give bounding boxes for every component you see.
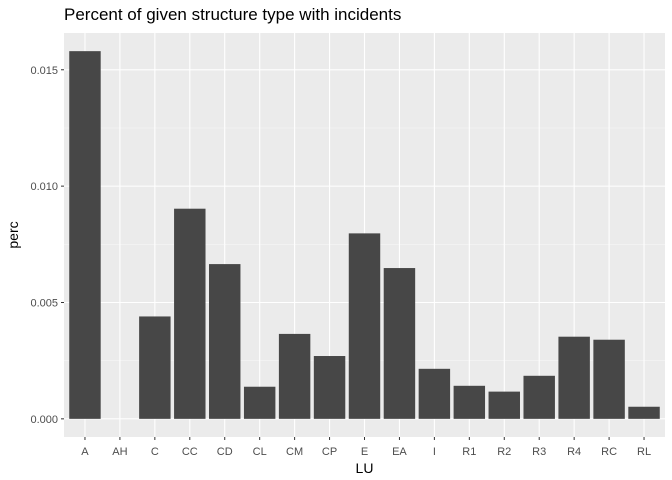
bar-r4 [558,336,590,419]
bar-ea [383,268,416,419]
x-tick-label: R4 [567,446,581,458]
x-tick-label: CM [286,446,303,458]
y-tick-label: 0.015 [30,65,58,77]
x-tick-label: R2 [497,446,511,458]
bar-rl [628,406,660,419]
y-axis-title: perc [5,221,21,248]
bar-e [348,233,381,419]
x-tick-label: CC [182,446,198,458]
x-tick-label: CP [322,446,337,458]
chart-title: Percent of given structure type with inc… [64,5,402,24]
x-tick-label: EA [392,446,407,458]
x-tick-label: CL [253,446,267,458]
bar-cc [174,208,206,419]
x-tick-label: A [81,446,89,458]
x-tick-label: AH [112,446,127,458]
bar-r3 [523,375,555,419]
bar-cd [209,264,241,419]
x-tick-label: R1 [462,446,476,458]
bar-c [139,316,171,419]
bars [69,51,660,419]
y-axis-ticks: 0.000 0.005 0.010 0.015 [30,65,64,426]
bar-cm [278,333,311,419]
y-tick-label: 0.005 [30,297,58,309]
x-tick-label: RC [601,446,617,458]
x-axis-title: LU [356,460,374,476]
x-tick-label: E [361,446,368,458]
y-tick-label: 0.010 [30,181,58,193]
bar-rc [593,339,625,419]
bar-cp [313,356,346,419]
x-axis-ticks: A AH C CC CD CL CM CP E EA I R1 R2 R3 R4 RC RL [81,437,651,458]
bar-a [69,51,101,419]
bar-i [418,368,451,419]
x-tick-label: C [151,446,159,458]
bar-r1 [453,385,486,419]
x-tick-label: I [433,446,436,458]
bar-cl [243,386,276,419]
x-tick-label: CD [217,446,233,458]
bar-r2 [488,391,520,419]
x-tick-label: RL [637,446,651,458]
x-tick-label: R3 [532,446,546,458]
y-tick-label: 0.000 [30,414,58,426]
